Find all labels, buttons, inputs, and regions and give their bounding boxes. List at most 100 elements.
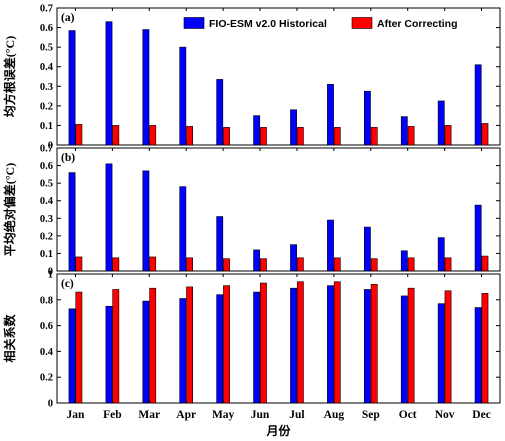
y-tick-label: 0.6	[40, 161, 53, 172]
panel-label: (a)	[61, 12, 75, 24]
y-tick-label: 0.2	[40, 101, 53, 112]
y-axis-label: 相关系数	[2, 314, 17, 363]
bar-corrected-mar	[149, 256, 157, 272]
legend-label-historical: FIO-ESM v2.0 Historical	[209, 18, 327, 30]
bar-corrected-jan	[75, 124, 83, 146]
bar-corrected-jan	[75, 291, 83, 404]
y-tick-label: 0.3	[40, 82, 53, 93]
x-tick-label-feb: Feb	[103, 409, 122, 421]
bar-historical-apr	[179, 298, 187, 404]
legend-swatch-historical	[183, 17, 205, 29]
bar-corrected-dec	[481, 293, 489, 404]
bar-historical-dec	[474, 204, 482, 272]
y-tick-label: 1	[48, 270, 53, 281]
bar-corrected-dec	[481, 255, 489, 272]
bar-corrected-may	[223, 127, 230, 146]
y-tick-label: 0	[48, 141, 53, 152]
x-tick-label-mar: Mar	[138, 409, 160, 421]
bar-corrected-aug	[333, 127, 341, 146]
legend-swatch-corrected	[351, 17, 373, 29]
y-tick-label: 0.5	[40, 179, 53, 190]
bar-corrected-feb	[112, 125, 120, 146]
bar-historical-sep	[363, 226, 371, 272]
bar-corrected-may	[223, 285, 230, 404]
y-tick-label: 0.6	[40, 23, 53, 34]
y-tick-label: 0.7	[40, 144, 53, 155]
x-tick-label-oct: Oct	[399, 409, 417, 421]
bar-historical-jan	[68, 308, 76, 404]
y-tick-label: 0.4	[40, 347, 54, 358]
x-tick-label-dec: Dec	[472, 409, 491, 421]
x-tick-label-jun: Jun	[251, 409, 270, 421]
bar-historical-mar	[142, 170, 150, 272]
y-tick-label: 0.5	[40, 43, 53, 54]
bar-historical-mar	[142, 29, 150, 146]
bar-historical-oct	[400, 116, 408, 146]
bar-historical-sep	[363, 90, 371, 146]
bar-corrected-sep	[370, 258, 378, 272]
panel-label: (b)	[61, 152, 75, 164]
x-tick-label-jul: Jul	[289, 409, 304, 421]
y-tick-label: 0	[48, 399, 53, 410]
panel-frame-3	[56, 273, 501, 404]
panel-label: (c)	[61, 278, 74, 290]
x-tick-label-jan: Jan	[67, 409, 86, 421]
bar-historical-nov	[437, 237, 445, 272]
bar-corrected-may	[223, 258, 230, 272]
bar-corrected-feb	[112, 289, 120, 404]
bar-corrected-nov	[444, 257, 452, 272]
bar-corrected-aug	[333, 257, 341, 272]
x-axis-label: 月份	[265, 423, 291, 438]
bar-corrected-jun	[260, 258, 267, 272]
bar-historical-aug	[327, 285, 334, 404]
bar-historical-jan	[68, 172, 76, 272]
panel-frame-2	[56, 147, 501, 272]
bar-historical-mar	[142, 300, 150, 404]
x-tick-label-sep: Sep	[362, 409, 380, 421]
x-tick-label-nov: Nov	[435, 409, 455, 421]
x-tick-label-apr: Apr	[176, 409, 196, 421]
bar-historical-oct	[400, 250, 408, 272]
y-tick-label: 0.7	[40, 4, 53, 15]
bar-corrected-mar	[149, 125, 157, 146]
bar-corrected-apr	[186, 286, 194, 404]
bar-corrected-nov	[444, 125, 452, 146]
bar-corrected-apr	[186, 257, 194, 272]
y-tick-label: 0.1	[40, 121, 53, 132]
bar-corrected-jan	[75, 256, 83, 272]
bar-historical-feb	[105, 21, 113, 146]
bar-historical-may	[216, 216, 224, 272]
bar-historical-aug	[327, 219, 334, 272]
bar-historical-may	[216, 79, 224, 146]
bar-historical-jul	[290, 109, 297, 146]
y-tick-label: 0.4	[40, 62, 54, 73]
bar-corrected-apr	[186, 126, 194, 146]
bar-corrected-oct	[407, 257, 415, 272]
bar-historical-dec	[474, 307, 482, 404]
bar-corrected-jun	[260, 282, 267, 404]
bar-historical-feb	[105, 305, 113, 404]
y-tick-label: 0.4	[40, 196, 54, 207]
bar-historical-feb	[105, 163, 113, 272]
y-tick-label: 0.6	[40, 321, 53, 332]
bar-corrected-feb	[112, 257, 120, 272]
bar-corrected-dec	[481, 123, 489, 146]
bar-historical-apr	[179, 186, 187, 272]
bar-corrected-jun	[260, 127, 267, 146]
x-tick-label-may: May	[212, 409, 235, 421]
bar-corrected-nov	[444, 290, 452, 404]
legend-label-corrected: After Correcting	[377, 18, 458, 30]
bar-corrected-jul	[296, 127, 304, 146]
bar-historical-jan	[68, 30, 76, 146]
bar-historical-sep	[363, 289, 371, 404]
bar-historical-apr	[179, 46, 187, 146]
y-tick-label: 0.2	[40, 373, 53, 384]
y-tick-label: 0.2	[40, 231, 53, 242]
bar-corrected-sep	[370, 127, 378, 146]
bar-corrected-mar	[149, 287, 157, 404]
bar-historical-may	[216, 294, 224, 404]
y-tick-label: 0.8	[40, 295, 53, 306]
bar-corrected-sep	[370, 284, 378, 404]
bar-corrected-aug	[333, 281, 341, 404]
